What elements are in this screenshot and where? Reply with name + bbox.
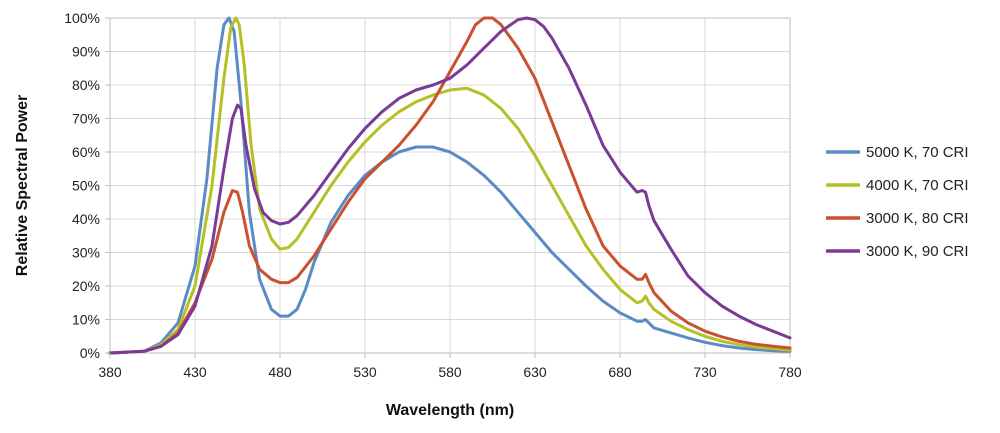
x-axis-title: Wavelength (nm) [386, 402, 514, 419]
legend-label: 3000 K, 80 CRI [866, 210, 969, 227]
y-tick-label: 40% [72, 211, 100, 227]
x-tick-label: 630 [523, 364, 547, 380]
legend: 5000 K, 70 CRI 4000 K, 70 CRI 3000 K, 80 C… [826, 144, 969, 260]
x-tick-label: 430 [183, 364, 207, 380]
y-tick-label: 10% [72, 312, 100, 328]
legend-label: 4000 K, 70 CRI [866, 177, 969, 194]
y-tick-label: 90% [72, 44, 100, 60]
x-tick-label: 730 [693, 364, 717, 380]
y-axis-ticks: 0% 10% 20% 30% 40% 50% 60% 70% 80% 90% 100% [64, 10, 110, 361]
y-axis-title: Relative Spectral Power [14, 95, 31, 276]
x-tick-label: 680 [608, 364, 632, 380]
x-tick-label: 480 [268, 364, 292, 380]
y-tick-label: 0% [80, 345, 100, 361]
y-tick-label: 20% [72, 278, 100, 294]
y-tick-label: 100% [64, 10, 100, 26]
series-line-3000-k-90-cri [108, 16, 792, 355]
x-tick-label: 380 [98, 364, 122, 380]
y-tick-label: 50% [72, 178, 100, 194]
y-tick-label: 80% [72, 77, 100, 93]
y-tick-label: 60% [72, 144, 100, 160]
series-line-5000-k-70-cri [108, 16, 792, 355]
x-axis-ticks: 380 430 480 530 580 630 680 730 780 [98, 353, 802, 380]
x-tick-label: 530 [353, 364, 377, 380]
y-tick-label: 30% [72, 245, 100, 261]
y-tick-label: 70% [72, 111, 100, 127]
series-line-3000-k-80-cri [108, 16, 792, 355]
legend-label: 5000 K, 70 CRI [866, 144, 969, 161]
legend-label: 3000 K, 90 CRI [866, 243, 969, 260]
series-lines [108, 16, 792, 355]
x-tick-label: 780 [778, 364, 802, 380]
x-tick-label: 580 [438, 364, 462, 380]
series-line-4000-k-70-cri [108, 16, 792, 355]
